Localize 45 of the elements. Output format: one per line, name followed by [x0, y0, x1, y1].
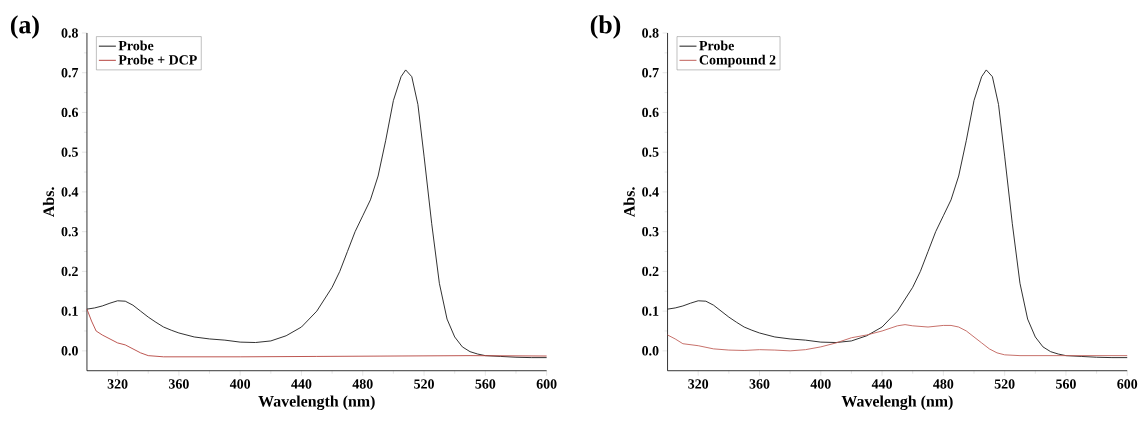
y-tick-label: 0.7 [642, 68, 659, 78]
y-tick-label: 0.0 [642, 346, 659, 356]
x-tick-label: 600 [536, 379, 557, 389]
y-axis-title: Abs. [623, 187, 635, 218]
y-tick-label: 0.2 [61, 266, 78, 277]
y-tick-label: 0.4 [642, 187, 659, 197]
x-tick-label: 480 [352, 379, 373, 389]
y-tick-label: 0.2 [642, 266, 659, 277]
y-tick-label: 0.3 [642, 227, 659, 237]
x-tick-label: 400 [810, 379, 831, 389]
chart-title: (a) [10, 15, 39, 39]
y-tick-label: 0.1 [61, 306, 78, 317]
legend-label: Compound 2 [699, 54, 776, 68]
x-tick-label: 360 [749, 379, 770, 389]
x-tick-label: 320 [107, 379, 128, 389]
x-tick-label: 480 [933, 379, 954, 389]
x-tick-label: 560 [1056, 379, 1076, 389]
y-tick-label: 0.3 [61, 227, 78, 237]
legend-label: Probe [699, 40, 734, 51]
x-tick-label: 440 [291, 379, 312, 389]
x-tick-label: 560 [475, 379, 496, 389]
chart-title: (b) [590, 15, 621, 39]
x-axis-title: Wavelength (nm) [258, 395, 375, 411]
x-tick-label: 520 [414, 379, 434, 389]
line-series [86, 69, 548, 359]
legend-label: Probe + DCP [118, 54, 197, 65]
y-tick-label: 0.7 [61, 68, 79, 78]
x-tick-label: 320 [688, 379, 709, 389]
y-tick-label: 0.1 [642, 306, 659, 317]
y-tick-label: 0.6 [61, 107, 79, 118]
y-tick-label: 0.4 [61, 187, 79, 197]
y-tick-label: 0.8 [642, 28, 659, 38]
y-tick-label: 0.5 [642, 147, 659, 158]
x-tick-label: 520 [994, 379, 1015, 389]
x-tick-label: 440 [871, 379, 892, 389]
x-tick-label: 600 [1117, 379, 1138, 389]
y-tick-label: 0.6 [642, 107, 659, 118]
legend-label: Probe [118, 40, 154, 51]
x-tick-label: 360 [168, 379, 189, 389]
y-axis-title: Abs. [42, 187, 55, 218]
y-tick-label: 0.5 [61, 147, 78, 158]
x-tick-label: 400 [229, 379, 251, 389]
x-axis-title: Wavelengh (nm) [841, 395, 953, 411]
y-tick-label: 0.8 [61, 28, 78, 38]
y-tick-label: 0.0 [61, 346, 78, 356]
